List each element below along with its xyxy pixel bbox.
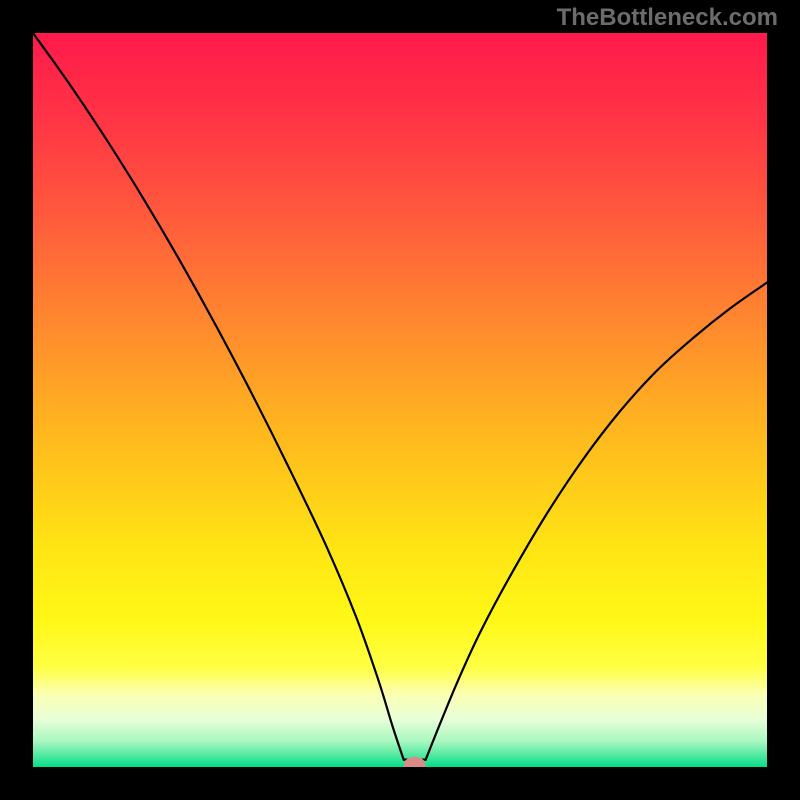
plot-svg <box>33 33 767 767</box>
chart-frame: TheBottleneck.com <box>0 0 800 800</box>
watermark-text: TheBottleneck.com <box>557 4 778 32</box>
gradient-background <box>33 33 767 767</box>
plot-area <box>33 33 767 767</box>
